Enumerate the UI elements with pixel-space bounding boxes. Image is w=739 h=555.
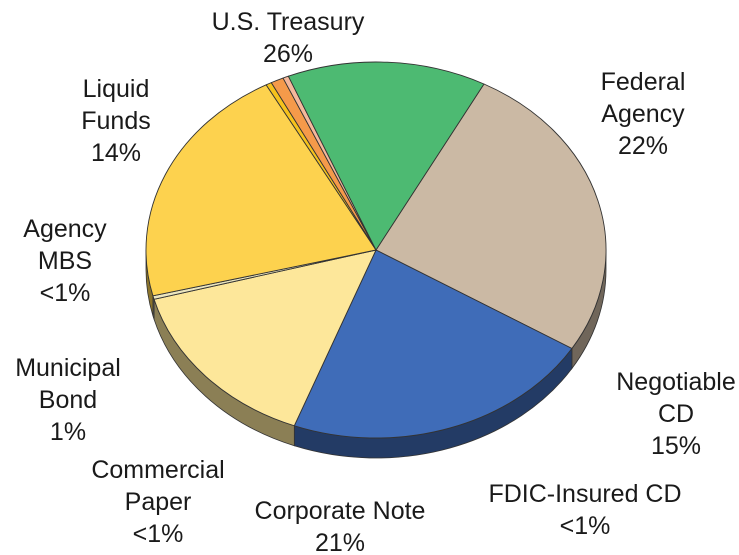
slice-name-label: Corporate Note [255, 497, 426, 525]
slice-label-1: Federal Agency 22% [601, 68, 686, 160]
slice-name-label: Negotiable [616, 368, 736, 396]
slice-name-label: Municipal [15, 354, 121, 382]
pie-slice-2 [153, 249, 377, 427]
slice-name-label: Commercial [91, 456, 224, 484]
slice-name-label: MBS [38, 247, 92, 275]
slice-label-3: FDIC-Insured CD <1% [488, 480, 681, 540]
pie-slice-0 [375, 83, 607, 349]
slice-pct-label: 1% [50, 418, 86, 446]
pie-labels: U.S. Treasury 26% Federal Agency 22% Negotiab… [15, 8, 736, 555]
pie-slice-8 [287, 61, 485, 251]
slice-name-label: Bond [39, 386, 97, 414]
slice-pct-label: <1% [133, 520, 184, 548]
slice-name-label: FDIC-Insured CD [488, 480, 681, 508]
slice-name-label: Funds [81, 107, 150, 135]
slice-label-6: Municipal Bond 1% [15, 354, 121, 446]
slice-pct-label: 22% [618, 132, 668, 160]
slice-label-7: Agency MBS <1% [23, 215, 107, 307]
pie-slice-1 [293, 249, 573, 439]
pie-slice-4 [145, 84, 377, 297]
slice-label-5: Commercial Paper <1% [91, 456, 224, 548]
slice-name-label: Paper [125, 488, 192, 516]
slice-pct-label: <1% [40, 279, 91, 307]
slice-pct-label: <1% [560, 512, 611, 540]
slice-pct-label: 21% [315, 529, 365, 555]
slice-name-label: U.S. Treasury [212, 8, 365, 36]
slice-name-label: Agency [23, 215, 107, 243]
slice-label-0: U.S. Treasury 26% [212, 8, 365, 68]
slice-label-4: Corporate Note 21% [255, 497, 426, 555]
slice-pct-label: 15% [651, 432, 701, 460]
slice-name-label: Federal [601, 68, 686, 96]
slice-name-label: Liquid [83, 75, 150, 103]
slice-pct-label: 26% [263, 40, 313, 68]
slice-label-2: Negotiable CD 15% [616, 368, 736, 460]
slice-label-8: Liquid Funds 14% [81, 75, 150, 167]
pie-slices [145, 61, 607, 439]
slice-name-label: CD [658, 400, 694, 428]
slice-pct-label: 14% [91, 139, 141, 167]
slice-name-label: Agency [601, 100, 685, 128]
